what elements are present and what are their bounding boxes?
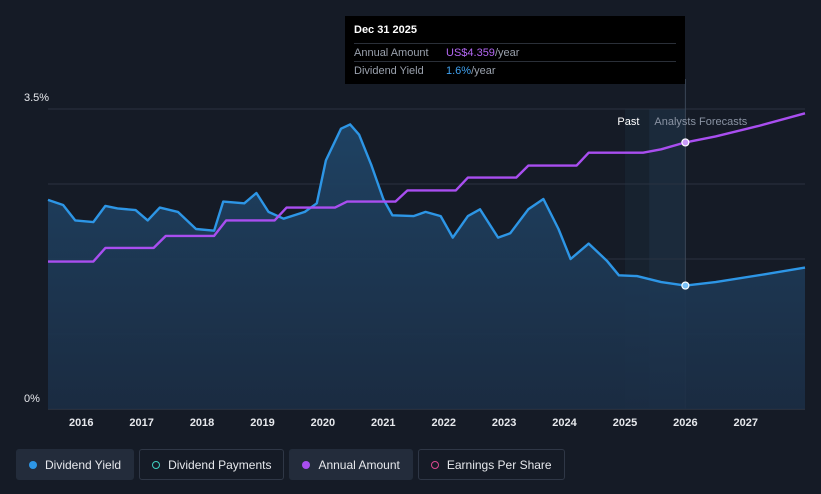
tooltip-annual-unit: /year <box>494 46 520 59</box>
x-tick-label: 2017 <box>129 417 153 429</box>
y-tick-label: 0% <box>24 393 40 405</box>
x-tick-label: 2019 <box>250 417 274 429</box>
x-tick-label: 2025 <box>613 417 637 429</box>
tooltip-row-yield: Dividend Yield 1.6% /year <box>354 61 676 79</box>
dividend-chart: 3.5% 0% 2016 2017 2018 2019 2020 2021 2022 2023 20… <box>24 79 806 429</box>
annual-amount-marker <box>681 138 690 147</box>
chart-tooltip: Dec 31 2025 Annual Amount US$4.359 /year… <box>345 16 685 84</box>
tooltip-yield-unit: /year <box>471 64 496 77</box>
x-tick-label: 2021 <box>371 417 395 429</box>
x-tick-label: 2024 <box>552 417 577 429</box>
x-tick-label: 2018 <box>190 417 214 429</box>
x-tick-label: 2026 <box>673 417 697 429</box>
legend-annual-amount[interactable]: Annual Amount <box>289 449 413 480</box>
legend-earnings-per-share-dot <box>430 460 439 469</box>
legend-earnings-per-share[interactable]: Earnings Per Share <box>417 449 565 480</box>
tooltip-row-annual: Annual Amount US$4.359 /year <box>354 43 676 61</box>
legend-dividend-yield[interactable]: Dividend Yield <box>16 449 135 480</box>
legend-dividend-payments-label: Dividend Payments <box>168 457 272 472</box>
legend-dividend-yield-dot <box>29 460 37 469</box>
x-tick-label: 2020 <box>311 417 335 429</box>
legend-annual-amount-label: Annual Amount <box>318 457 400 472</box>
legend-annual-amount-dot <box>302 460 311 469</box>
dividend-yield-marker <box>681 281 690 290</box>
annual-amount-line[interactable] <box>48 112 806 263</box>
dividend-yield-line[interactable] <box>47 123 806 287</box>
legend-dividend-payments[interactable]: Dividend Payments <box>139 449 285 480</box>
past-label: Past <box>617 116 639 128</box>
forecast-label: Analysts Forecasts <box>654 116 747 128</box>
x-tick-label: 2023 <box>492 417 516 429</box>
legend-dividend-payments-dot <box>152 460 161 469</box>
y-tick-label: 3.5% <box>24 92 49 104</box>
x-tick-label: 2022 <box>431 417 455 429</box>
legend-earnings-per-share-label: Earnings Per Share <box>446 457 552 472</box>
tooltip-yield-label: Dividend Yield <box>354 64 424 77</box>
dividend-yield-area <box>48 124 805 410</box>
chart-legend: Dividend Yield Dividend Payments Annual … <box>16 449 565 480</box>
x-tick-label: 2016 <box>69 417 93 429</box>
tooltip-yield-value: 1.6% <box>446 64 472 77</box>
tooltip-annual-value: US$4.359 <box>446 46 495 59</box>
tooltip-date: Dec 31 2025 <box>354 24 417 36</box>
legend-dividend-yield-label: Dividend Yield <box>45 457 122 472</box>
tooltip-annual-label: Annual Amount <box>354 46 429 59</box>
x-tick-label: 2027 <box>734 417 758 429</box>
